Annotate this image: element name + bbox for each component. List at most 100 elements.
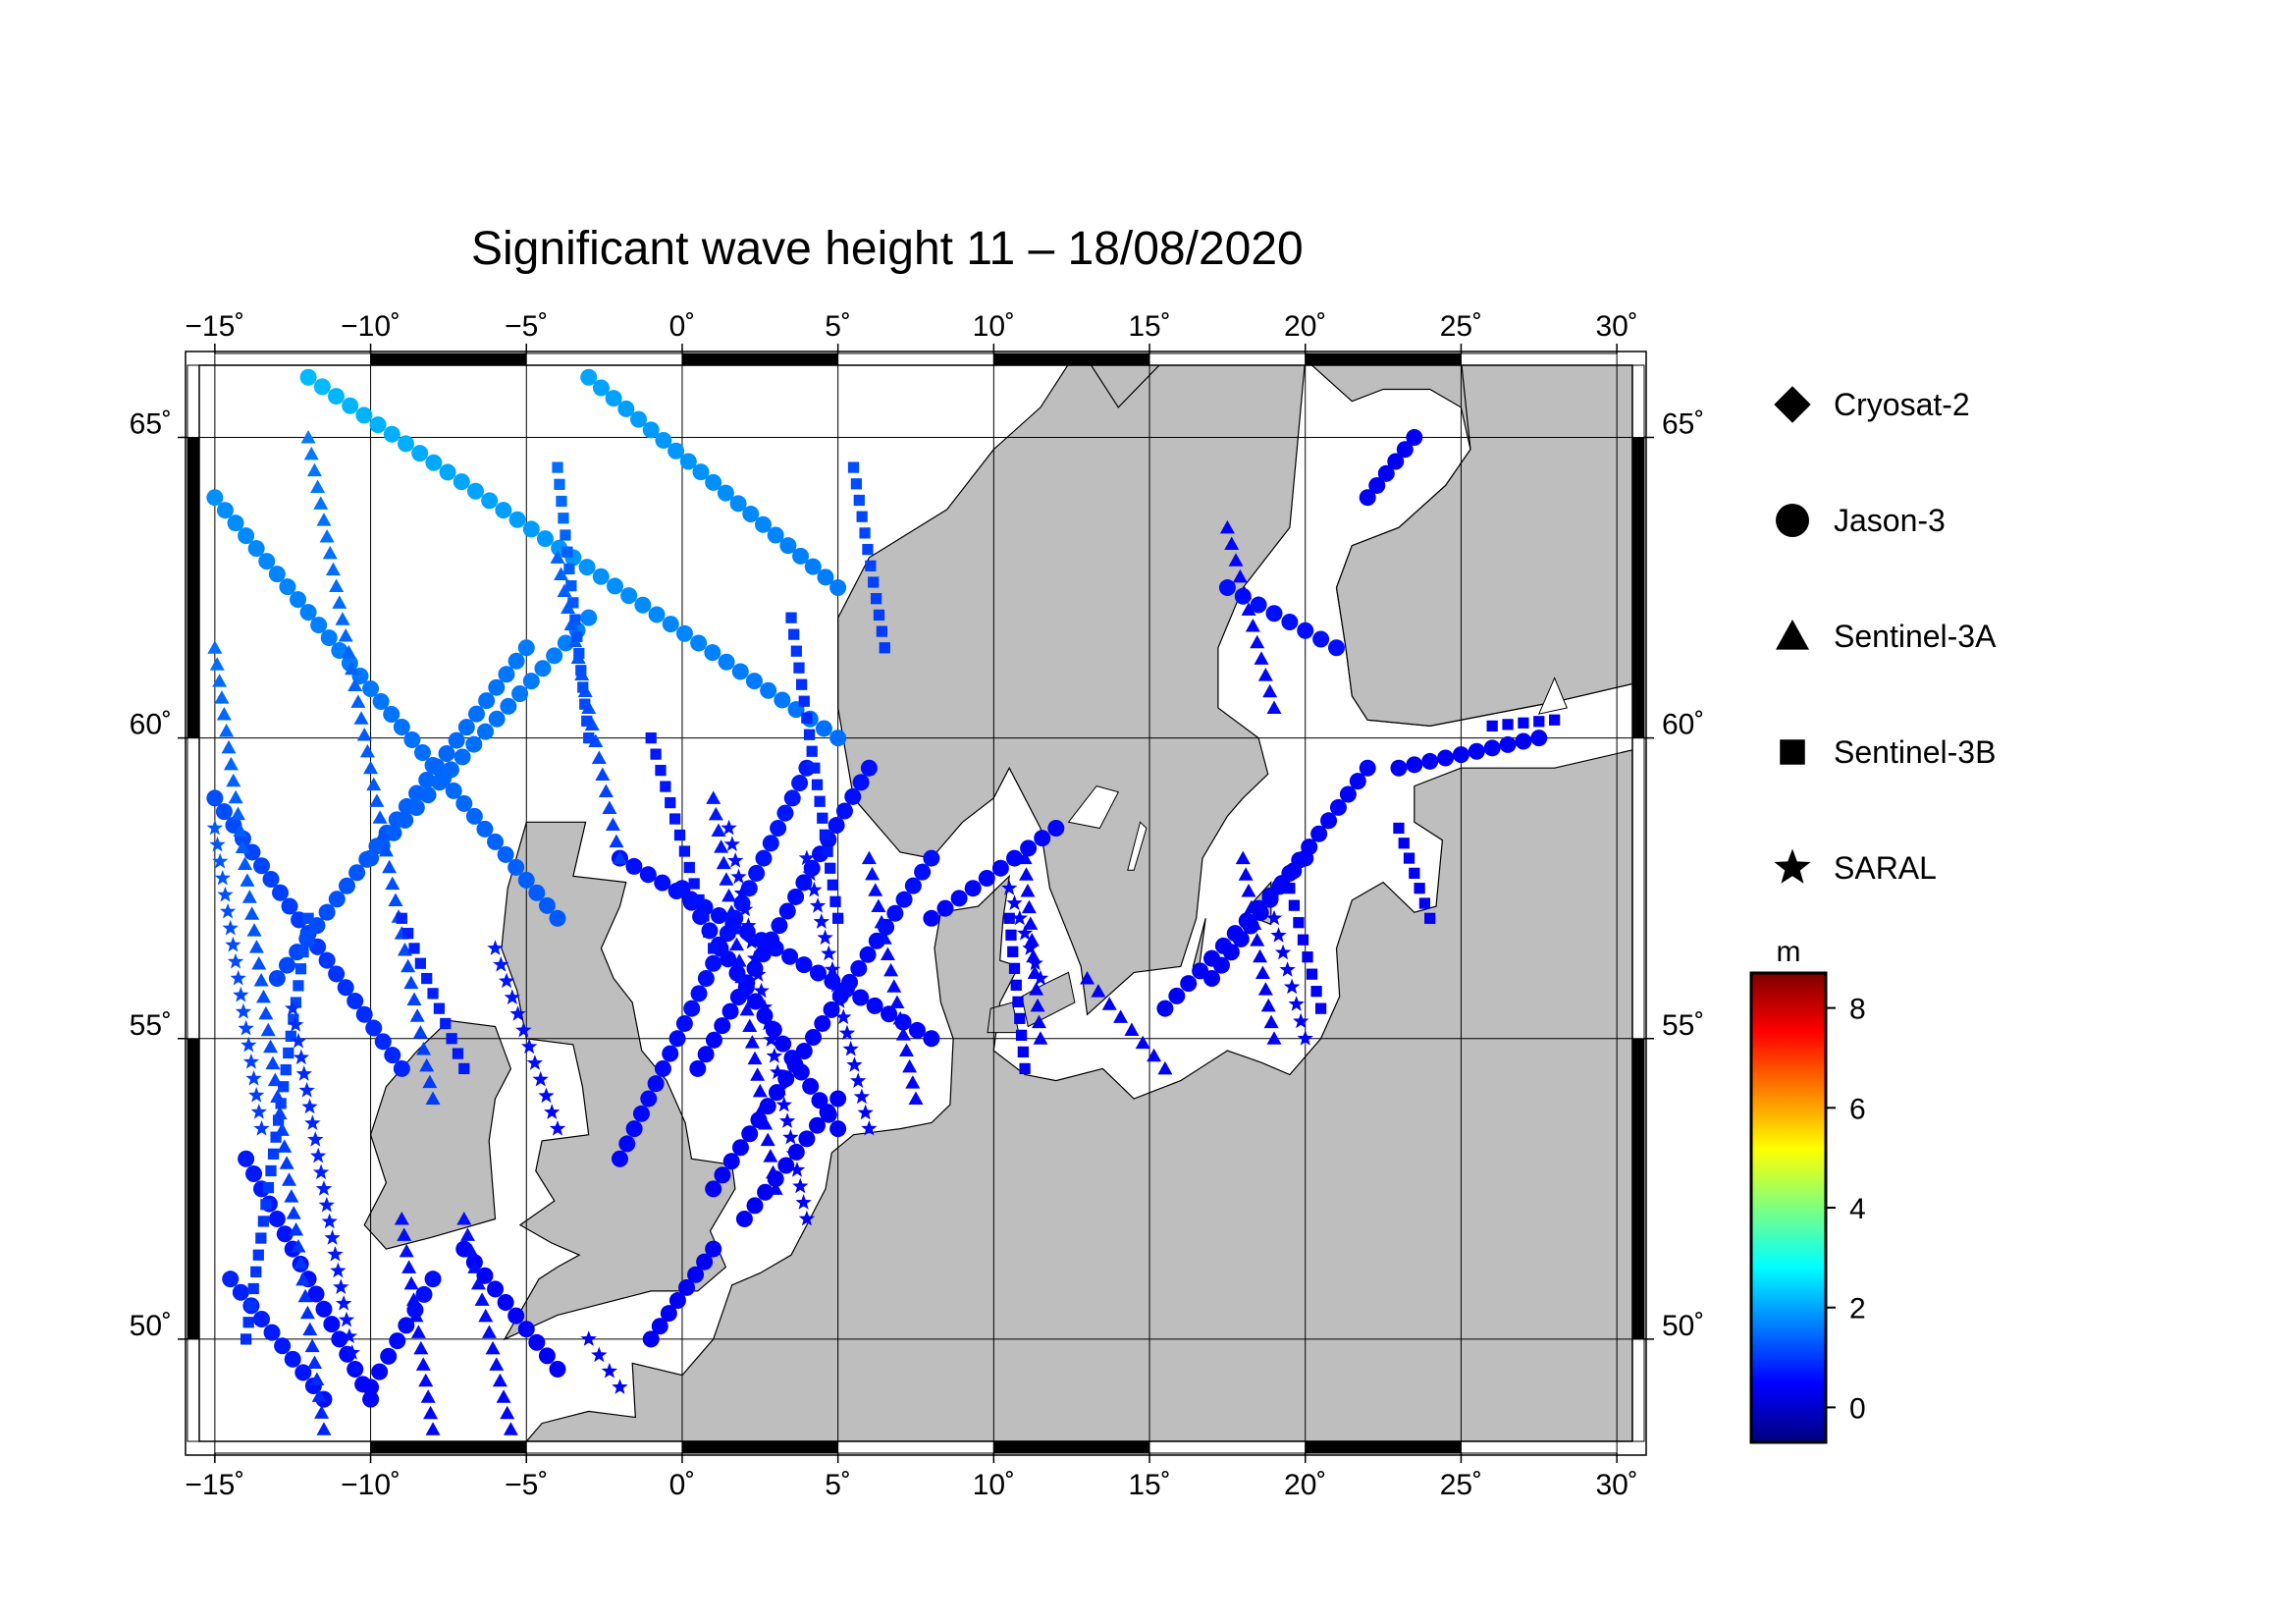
data-point <box>788 1162 806 1177</box>
data-point <box>223 756 239 771</box>
data-point <box>1007 946 1019 957</box>
data-point <box>809 964 827 982</box>
data-point <box>660 781 671 792</box>
data-point <box>407 799 425 817</box>
data-point <box>291 1238 306 1253</box>
data-point <box>766 1164 781 1179</box>
data-point <box>1203 970 1221 988</box>
data-point <box>1003 912 1015 924</box>
data-point <box>1270 927 1287 943</box>
data-point <box>248 940 264 953</box>
data-point <box>588 733 604 748</box>
data-point <box>227 514 244 532</box>
data-point <box>736 986 752 1000</box>
data-point <box>556 495 567 508</box>
data-point <box>467 705 485 723</box>
data-point <box>750 966 767 982</box>
data-point <box>1314 1002 1327 1014</box>
data-point <box>268 1210 286 1227</box>
data-point <box>310 1147 327 1163</box>
data-point <box>717 484 734 502</box>
data-point <box>1262 683 1278 698</box>
data-point <box>235 839 250 854</box>
legend-label: SARAL <box>1834 850 1937 886</box>
frame-bar-left <box>187 436 200 739</box>
data-point <box>688 878 700 890</box>
data-point <box>304 1338 320 1353</box>
data-point <box>466 482 484 500</box>
data-point <box>846 1056 863 1072</box>
data-point <box>318 1196 335 1213</box>
data-point <box>507 1307 525 1325</box>
frame-bar-top <box>370 352 527 366</box>
data-point <box>639 866 657 884</box>
data-point <box>500 697 517 715</box>
data-point <box>500 1405 515 1420</box>
data-point <box>773 1080 789 1096</box>
data-point <box>714 839 729 853</box>
data-point <box>606 577 623 595</box>
data-point <box>857 1104 874 1120</box>
data-point <box>1156 1000 1174 1017</box>
data-point <box>755 1100 771 1113</box>
frame-bar-bottom <box>525 1440 683 1454</box>
data-point <box>412 1025 428 1039</box>
data-point <box>290 1032 307 1049</box>
data-point <box>705 1031 722 1049</box>
frame-bar-top <box>837 352 994 366</box>
data-point <box>258 1005 274 1020</box>
data-point <box>668 1030 686 1048</box>
data-point <box>1006 894 1023 910</box>
data-point <box>787 888 805 905</box>
data-point <box>279 956 296 974</box>
data-point <box>538 1087 555 1104</box>
data-point <box>923 849 940 867</box>
data-point <box>489 1357 505 1371</box>
data-point <box>813 913 830 929</box>
data-point <box>814 1014 831 1032</box>
data-point <box>802 1077 820 1095</box>
data-point <box>745 673 763 690</box>
data-point <box>865 560 877 571</box>
data-point <box>242 1054 260 1069</box>
data-point <box>746 1197 764 1215</box>
data-point <box>914 863 932 881</box>
data-point <box>1390 759 1408 777</box>
data-point <box>488 710 506 728</box>
data-point <box>675 624 693 642</box>
frame-bar-right <box>1631 737 1645 1040</box>
data-point <box>648 606 666 623</box>
data-point <box>315 1180 333 1196</box>
data-point <box>297 1288 313 1303</box>
lat-tick-label: 60˚ <box>130 709 172 741</box>
data-point <box>245 1299 257 1312</box>
data-point <box>617 400 635 417</box>
data-point <box>286 1206 301 1219</box>
data-point <box>766 1048 783 1063</box>
legend-label: Jason-3 <box>1834 503 1946 538</box>
data-point <box>721 819 737 836</box>
data-point <box>322 545 338 560</box>
data-point <box>396 912 407 924</box>
data-point <box>792 1177 809 1194</box>
data-point <box>710 907 727 925</box>
data-point <box>768 1181 783 1195</box>
data-point <box>647 1075 665 1093</box>
data-point <box>1312 630 1330 648</box>
data-point <box>517 1321 535 1338</box>
data-point <box>314 1405 330 1419</box>
data-point <box>832 912 844 924</box>
data-point <box>295 1271 311 1286</box>
lat-axis-right: 50˚ 55˚ 60˚ 65˚ <box>1644 407 1704 1342</box>
data-point <box>265 1055 281 1070</box>
data-point <box>277 1139 293 1153</box>
data-point <box>324 1229 341 1245</box>
data-point <box>448 731 465 749</box>
data-point <box>272 1114 285 1126</box>
data-point <box>677 1278 695 1296</box>
data-point <box>571 630 583 642</box>
data-point <box>1329 798 1347 816</box>
data-point <box>673 880 691 897</box>
data-point <box>457 719 475 736</box>
data-point <box>549 909 566 927</box>
